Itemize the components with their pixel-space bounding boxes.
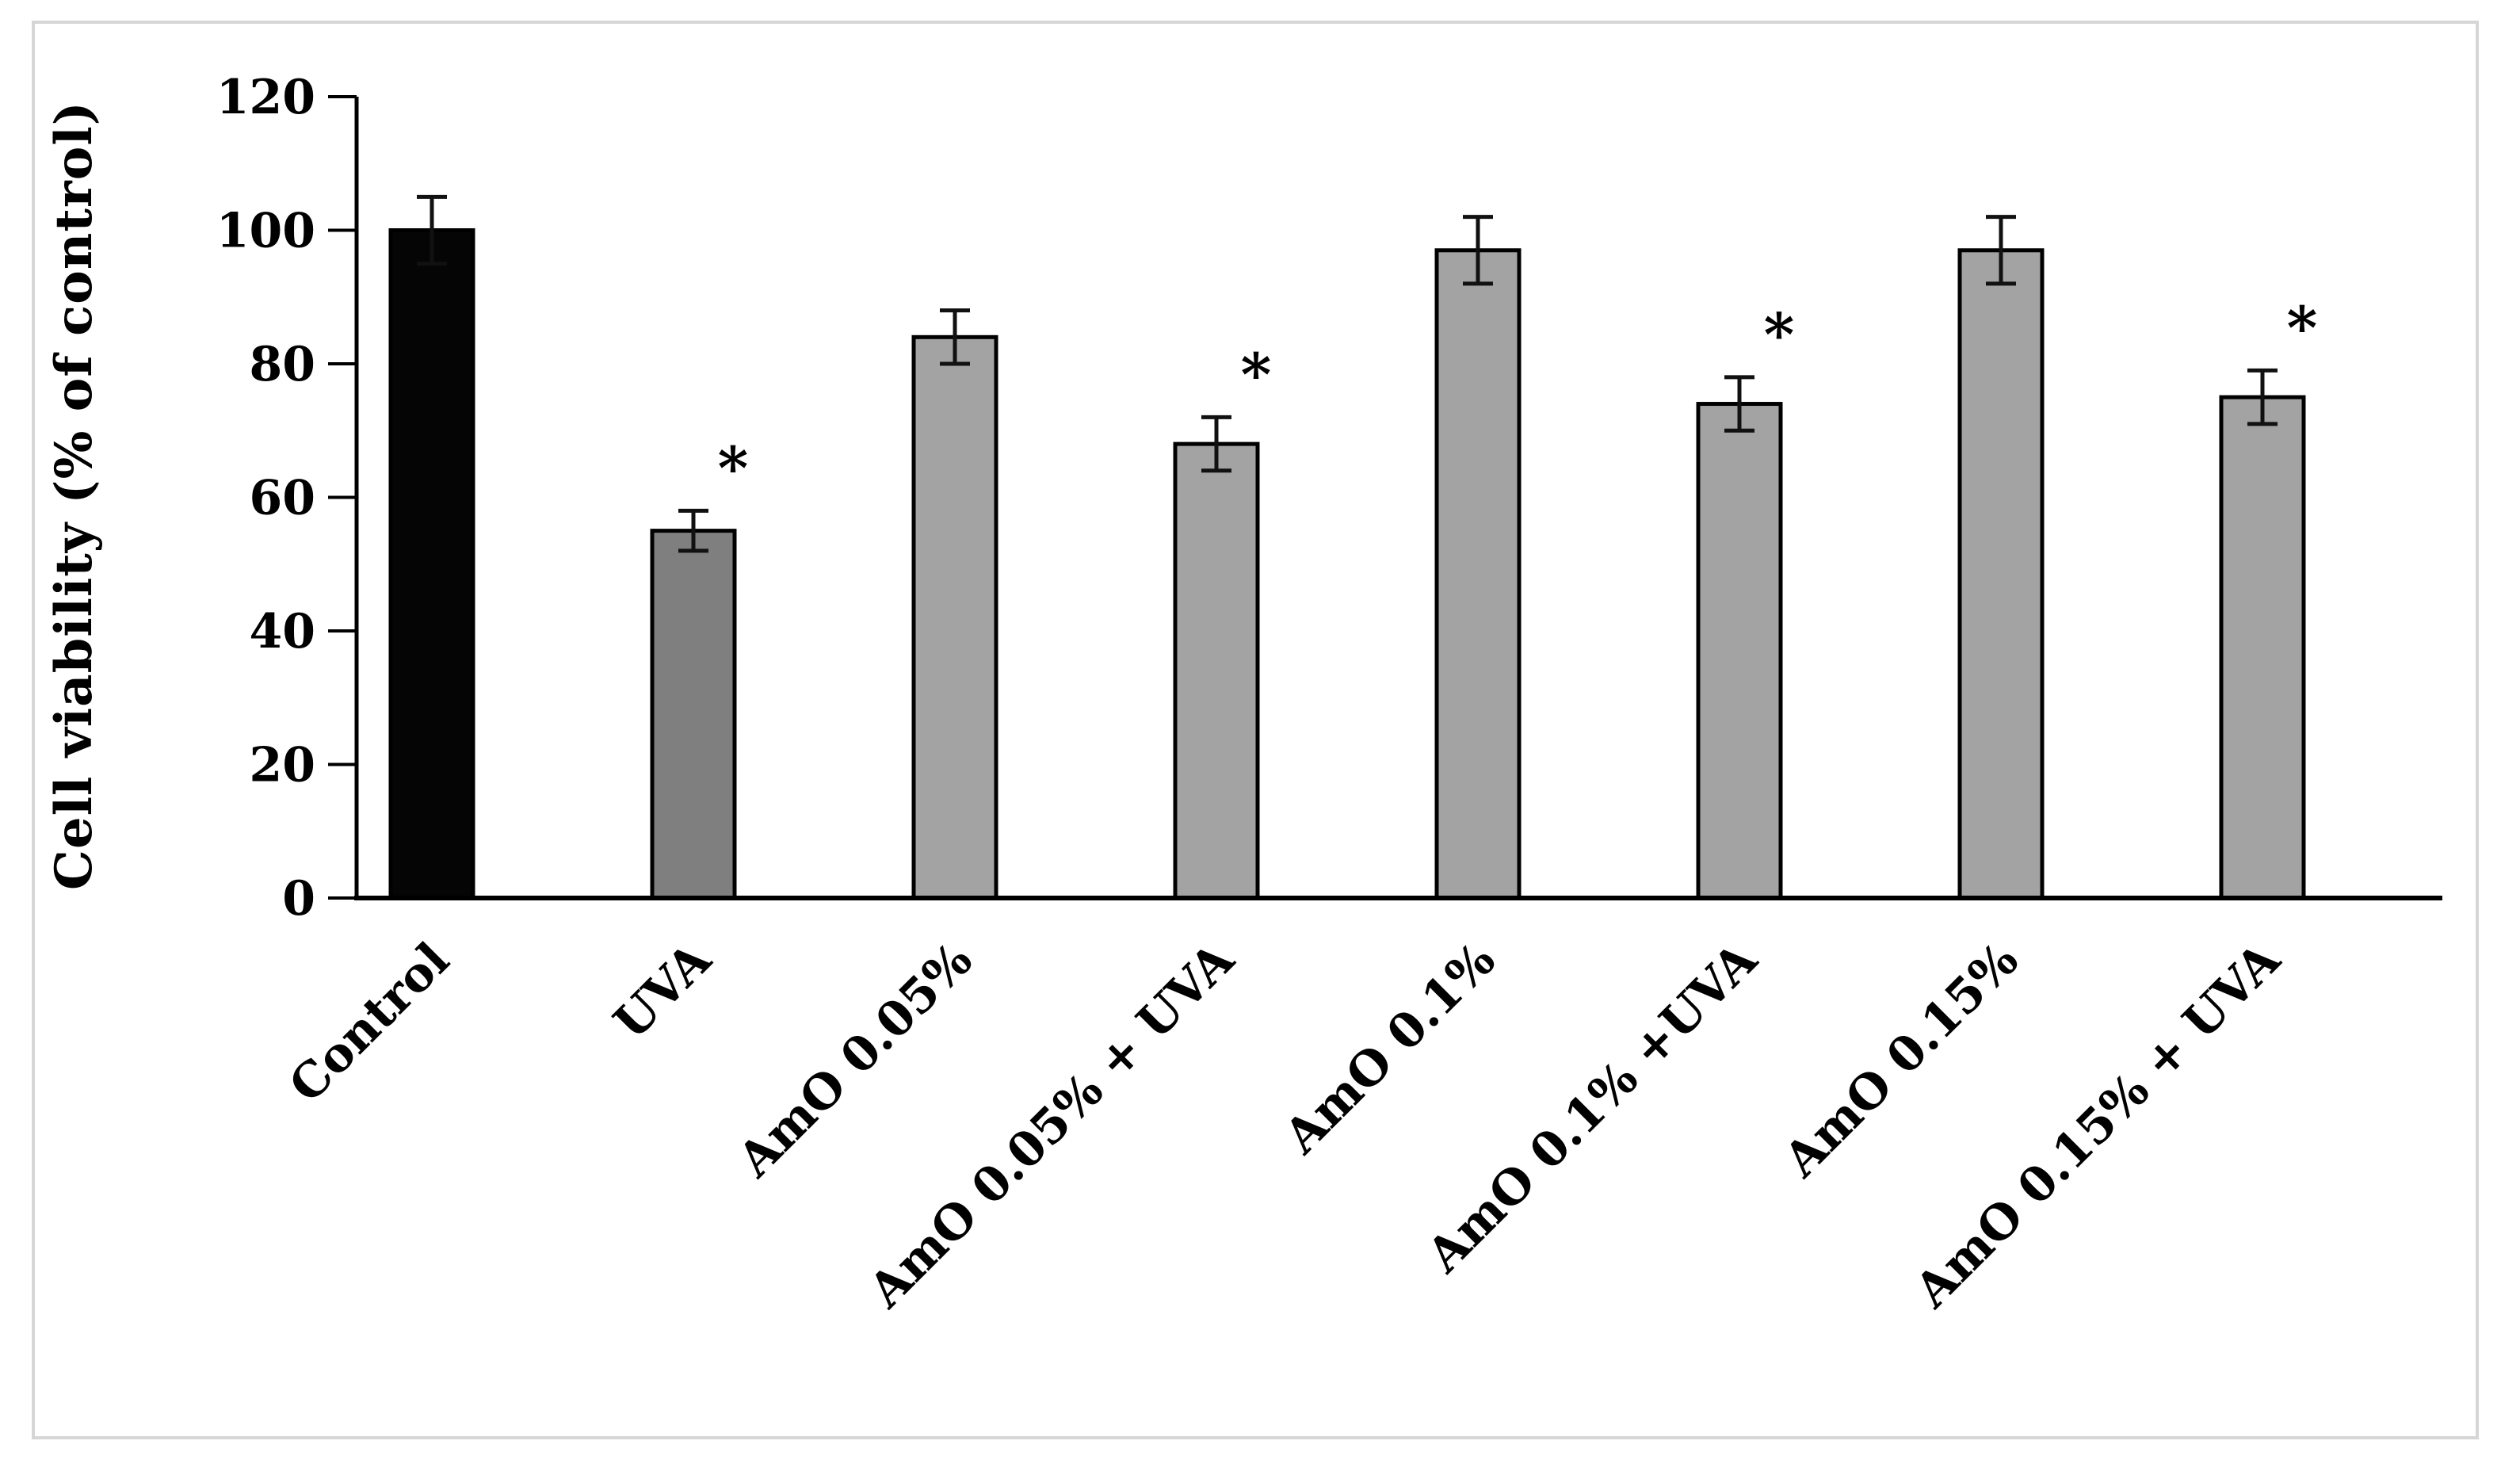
bar-2 <box>911 334 998 900</box>
significance-asterisk-5: * <box>1764 301 1795 369</box>
bar-6 <box>1957 248 2045 900</box>
error-bar-7 <box>2247 368 2278 426</box>
bar-0 <box>388 228 475 900</box>
y-tick-label-100: 100 <box>216 204 315 259</box>
error-bar-3 <box>1201 415 1231 473</box>
x-axis-label-1: UVA <box>604 931 723 1050</box>
bar-7 <box>2219 395 2306 900</box>
y-tick-label-20: 20 <box>250 738 316 793</box>
x-axis-label-6: AmO 0.15% <box>1773 932 2029 1188</box>
y-tick-label-60: 60 <box>250 471 316 526</box>
bar-4 <box>1434 248 1522 900</box>
significance-asterisk-7: * <box>2287 294 2318 362</box>
significance-asterisk-3: * <box>1241 341 1272 409</box>
y-tick-label-40: 40 <box>250 604 316 659</box>
y-axis-title: Cell viability (% of control) <box>44 101 104 890</box>
error-bar-4 <box>1463 215 1493 286</box>
y-tick-label-120: 120 <box>216 70 315 125</box>
y-tick-label-0: 0 <box>282 871 315 927</box>
error-bar-5 <box>1724 375 1754 433</box>
y-tick-label-80: 80 <box>250 337 316 392</box>
x-axis-label-2: AmO 0.05% <box>727 932 983 1188</box>
bar-3 <box>1173 441 1260 900</box>
significance-asterisk-1: * <box>718 434 749 503</box>
error-bar-6 <box>1986 215 2016 286</box>
bar-5 <box>1696 402 1783 900</box>
error-bar-0 <box>417 194 447 266</box>
error-bar-2 <box>940 308 970 366</box>
bar-1 <box>650 529 737 900</box>
x-axis-label-4: AmO 0.1% <box>1273 932 1506 1165</box>
x-axis-label-0: Control <box>279 932 460 1114</box>
error-bar-1 <box>678 508 708 553</box>
